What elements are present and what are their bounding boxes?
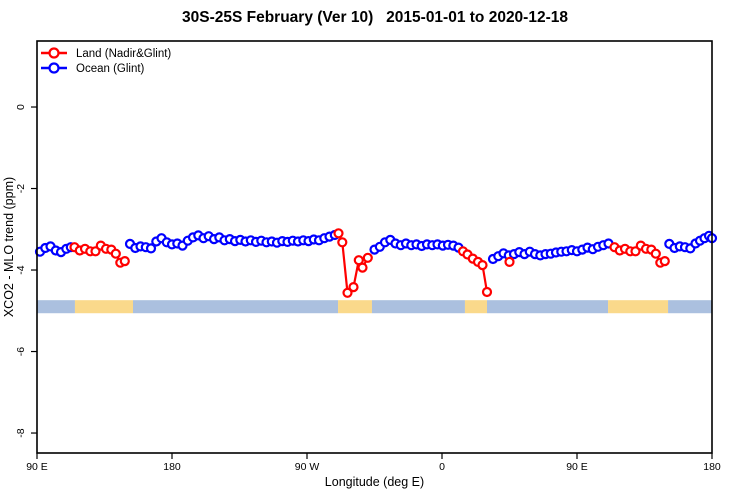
series-layer bbox=[34, 228, 718, 298]
x-axis-label: Longitude (deg E) bbox=[325, 475, 424, 489]
data-point-land bbox=[659, 256, 670, 267]
data-point-ocean bbox=[145, 243, 157, 254]
band-segment-land bbox=[338, 300, 372, 314]
legend-marker-land bbox=[48, 47, 60, 59]
band-segment-ocean bbox=[668, 300, 712, 314]
y-axis: 0 -2 -4 -6 -8 bbox=[15, 104, 37, 438]
data-point-land bbox=[342, 287, 353, 298]
x-tick-label: 90 E bbox=[566, 461, 588, 473]
band-segment-ocean bbox=[133, 300, 339, 314]
surface-band bbox=[37, 300, 712, 314]
legend-label-land: Land (Nadir&Glint) bbox=[76, 48, 171, 60]
x-tick-label: 90 W bbox=[295, 461, 320, 473]
x-tick-label: 0 bbox=[439, 461, 445, 473]
series-land bbox=[69, 228, 670, 298]
y-tick-label: -2 bbox=[15, 184, 27, 193]
band-segment-land bbox=[74, 300, 133, 314]
x-tick-label: 180 bbox=[163, 461, 181, 473]
plot-frame bbox=[36, 40, 713, 454]
legend-marker-ocean bbox=[48, 62, 60, 74]
legend: Land (Nadir&Glint) Ocean (Glint) bbox=[41, 47, 171, 75]
band-segment-ocean bbox=[487, 300, 609, 314]
data-point-land bbox=[333, 228, 344, 239]
data-point-land bbox=[110, 248, 121, 259]
legend-label-ocean: Ocean (Glint) bbox=[76, 63, 145, 75]
y-tick-label: -4 bbox=[15, 265, 27, 274]
data-point-land bbox=[650, 248, 661, 259]
y-tick-label: -8 bbox=[15, 428, 27, 437]
data-point-land bbox=[337, 237, 348, 248]
x-axis: 90 E 180 90 W 0 90 E 180 bbox=[26, 453, 721, 473]
data-point-land bbox=[348, 282, 359, 293]
band-segment-land bbox=[608, 300, 669, 314]
y-tick-label: 0 bbox=[15, 104, 27, 110]
band-segment-ocean bbox=[371, 300, 465, 314]
chart-title: 30S-25S February (Ver 10) 2015-01-01 to … bbox=[181, 9, 568, 26]
data-point-land bbox=[357, 262, 368, 273]
data-point-land bbox=[504, 256, 515, 267]
y-axis-label: XCO2 - MLO trend (ppm) bbox=[2, 177, 16, 317]
band-segment-land bbox=[464, 300, 487, 314]
data-point-land bbox=[477, 260, 488, 271]
data-point-land bbox=[362, 252, 373, 263]
y-tick-label: -6 bbox=[15, 347, 27, 356]
data-point-land bbox=[481, 286, 493, 298]
x-tick-label: 180 bbox=[703, 461, 721, 473]
x-tick-label: 90 E bbox=[26, 461, 48, 473]
data-point-land bbox=[119, 256, 130, 267]
series-ocean bbox=[34, 229, 718, 265]
band-segment-ocean bbox=[37, 300, 75, 314]
